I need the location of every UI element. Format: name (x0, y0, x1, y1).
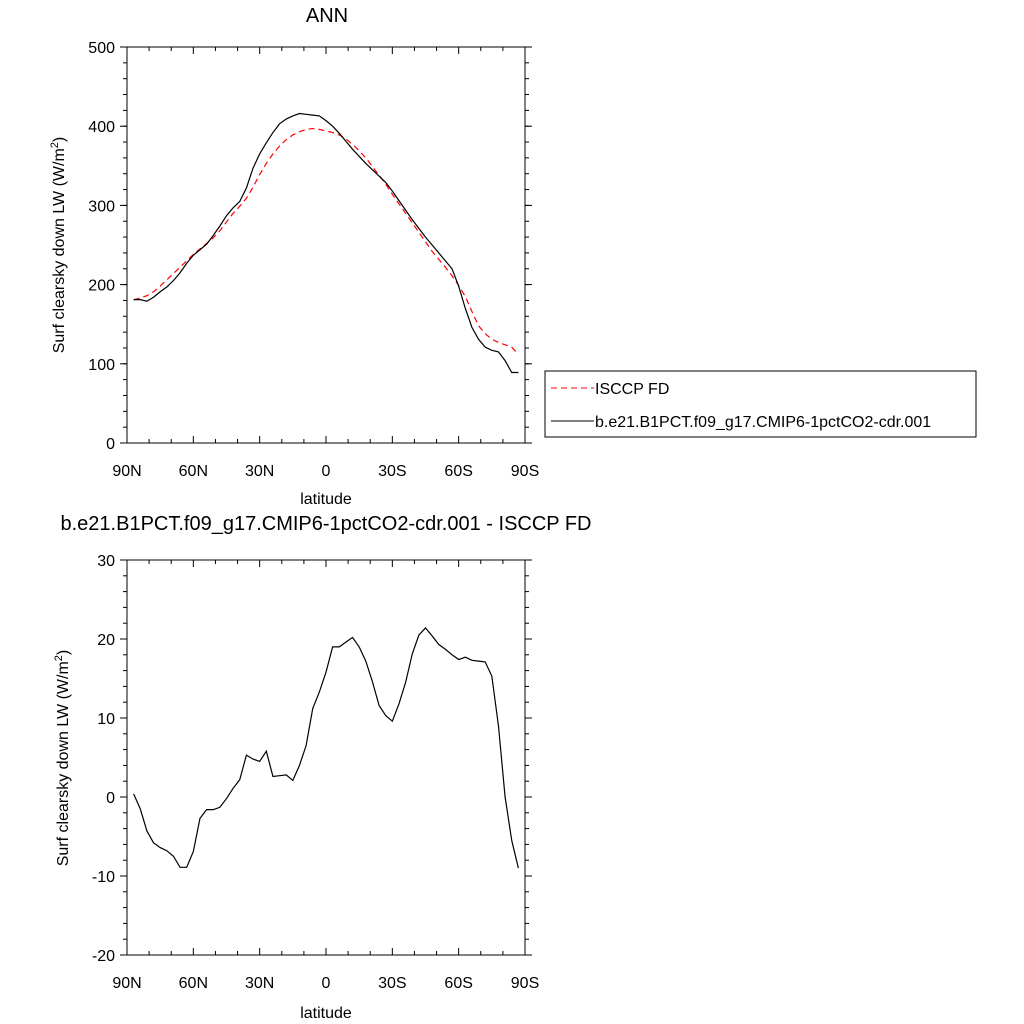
bottom-x-tick-label: 60N (179, 975, 208, 992)
top-panel: ANN 90N 60N 30N 0 30S 60S 90S0100200300400500 … (49, 5, 539, 508)
top-series-line-1 (133, 112, 519, 374)
legend: ISCCP FD b.e21.B1PCT.f09_g17.CMIP6-1pctC… (544, 370, 977, 438)
bottom-y-tick-label: -20 (92, 948, 115, 965)
legend-frame (544, 370, 977, 438)
bottom-y-tick-label: 0 (106, 790, 115, 807)
bottom-x-tick-label: 30S (378, 975, 406, 992)
legend-label-model: b.e21.B1PCT.f09_g17.CMIP6-1pctCO2-cdr.00… (595, 414, 931, 431)
bottom-x-axis-label: latitude (300, 1005, 352, 1022)
top-x-tick-label: 30N (245, 463, 274, 480)
bottom-x-tick-label: 30N (245, 975, 274, 992)
bottom-x-tick-label: 0 (322, 975, 331, 992)
top-x-tick-label: 0 (322, 463, 331, 480)
top-y-label-sup: 2 (49, 142, 61, 148)
top-x-tick-label: 60S (444, 463, 472, 480)
bottom-x-tick-label: 90N (112, 975, 141, 992)
top-y-tick-label: 300 (88, 198, 115, 215)
top-y-tick-label: 100 (88, 357, 115, 374)
top-x-tick-label: 90N (112, 463, 141, 480)
top-chart-title: ANN (306, 5, 348, 27)
top-plot-frame (126, 46, 526, 444)
top-y-tick-label: 400 (88, 119, 115, 136)
top-series-layer (133, 112, 519, 374)
top-axis-ticks: 90N 60N 30N 0 30S 60S 90S 0 100 200 300 400 500 (88, 40, 539, 480)
top-x-tick-label: 90S (511, 463, 539, 480)
top-x-axis-label: latitude (300, 491, 352, 508)
top-y-label-main: Surf clearsky down LW (W/m (51, 148, 68, 353)
bottom-y-label-main: Surf clearsky down LW (W/m (55, 661, 72, 866)
bottom-y-label-close: ) (55, 650, 72, 655)
bottom-x-tick-label: 90S (511, 975, 539, 992)
bottom-chart-title: b.e21.B1PCT.f09_g17.CMIP6-1pctCO2-cdr.00… (61, 513, 592, 535)
bottom-y-tick-label: 10 (97, 711, 115, 728)
bottom-series-line-0 (133, 627, 519, 869)
bottom-y-tick-label: 30 (97, 553, 115, 570)
top-y-label-close: ) (51, 137, 68, 142)
legend-label-isccp: ISCCP FD (595, 381, 669, 398)
bottom-axis-ticks: 90N 60N 30N 0 30S 60S 90S -20 -10 0 10 20 30 (92, 553, 539, 992)
bottom-y-tick-label: -10 (92, 869, 115, 886)
top-y-tick-label: 0 (106, 436, 115, 453)
bottom-y-label-sup: 2 (53, 655, 65, 661)
bottom-x-tick-label: 60S (444, 975, 472, 992)
bottom-series-layer (133, 627, 519, 869)
bottom-y-tick-label: 20 (97, 632, 115, 649)
bottom-y-axis-label: Surf clearsky down LW (W/m2) (53, 650, 72, 867)
top-y-axis-label: Surf clearsky down LW (W/m2) (49, 137, 68, 354)
top-y-tick-label: 500 (88, 40, 115, 57)
top-x-tick-label: 60N (179, 463, 208, 480)
bottom-panel: b.e21.B1PCT.f09_g17.CMIP6-1pctCO2-cdr.00… (53, 513, 592, 1022)
bottom-plot-frame (126, 559, 526, 956)
top-series-line-0 (133, 127, 519, 355)
top-y-tick-label: 200 (88, 278, 115, 295)
top-x-tick-label: 30S (378, 463, 406, 480)
